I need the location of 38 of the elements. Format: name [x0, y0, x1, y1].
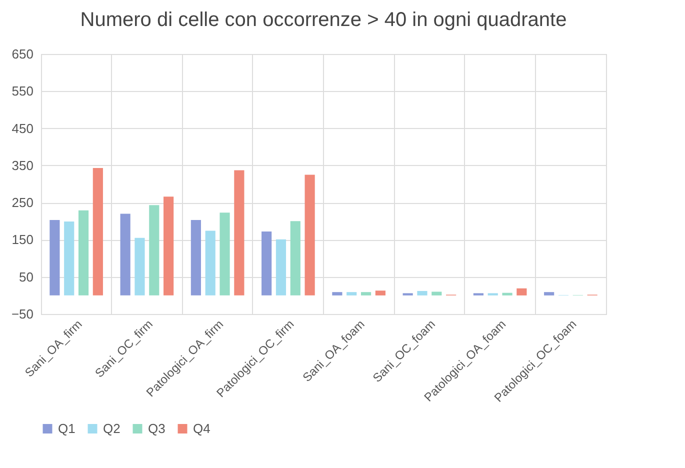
bar — [516, 288, 527, 296]
bar — [262, 232, 272, 296]
bar — [502, 292, 512, 296]
y-tick-label: 50 — [19, 269, 34, 284]
bar — [78, 210, 89, 296]
bar — [276, 239, 286, 296]
bar — [544, 292, 554, 296]
y-tick-label: 150 — [12, 232, 34, 248]
bar — [149, 205, 160, 296]
bar — [432, 292, 442, 296]
bar — [375, 290, 386, 296]
bar — [304, 174, 315, 296]
bar — [64, 222, 74, 296]
bar — [332, 292, 342, 296]
bar — [234, 170, 244, 296]
y-tick-label: 550 — [12, 84, 34, 99]
y-tick-label: 350 — [12, 158, 34, 173]
bar — [346, 292, 357, 296]
bar — [50, 220, 60, 296]
y-tick-label: 450 — [12, 120, 34, 136]
y-tick-label: 250 — [12, 195, 34, 210]
legend-label: Q3 — [148, 420, 166, 436]
bar — [417, 290, 428, 296]
bar — [220, 212, 230, 296]
y-tick-label: −50 — [11, 306, 34, 322]
bar — [190, 220, 201, 296]
bar — [92, 168, 103, 296]
bar — [164, 196, 174, 296]
bar — [205, 230, 216, 296]
legend-label: Q2 — [103, 420, 120, 436]
bar — [120, 214, 130, 296]
chart-title: Numero di celle con occorrenze > 40 in ogni quadrante — [80, 9, 567, 31]
legend-label: Q4 — [193, 420, 210, 436]
y-tick-label: 650 — [12, 46, 34, 62]
bar — [360, 292, 372, 296]
legend-label: Q1 — [58, 420, 76, 436]
bar — [290, 221, 300, 296]
bar — [134, 238, 145, 296]
